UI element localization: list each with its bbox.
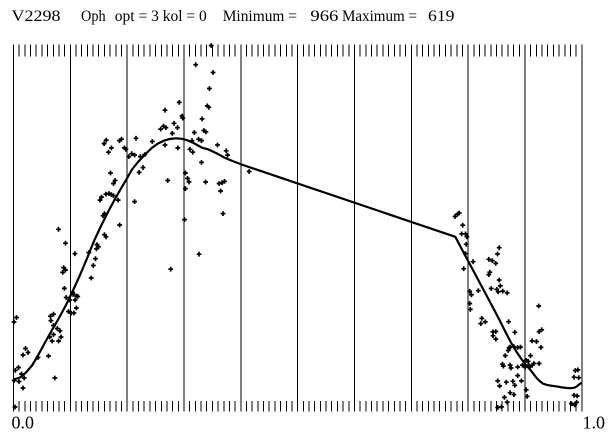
svg-text:Minimum =: Minimum = (223, 8, 297, 25)
svg-text:V2298: V2298 (12, 8, 61, 25)
svg-text:1.0: 1.0 (583, 412, 606, 432)
svg-text:Oph: Oph (81, 8, 106, 25)
svg-text:opt = 3 kol = 0: opt = 3 kol = 0 (115, 8, 207, 25)
svg-text:Maximum =: Maximum = (342, 8, 417, 25)
svg-text:619: 619 (428, 8, 455, 25)
svg-text:0.0: 0.0 (12, 412, 35, 432)
svg-text:966: 966 (310, 8, 338, 25)
